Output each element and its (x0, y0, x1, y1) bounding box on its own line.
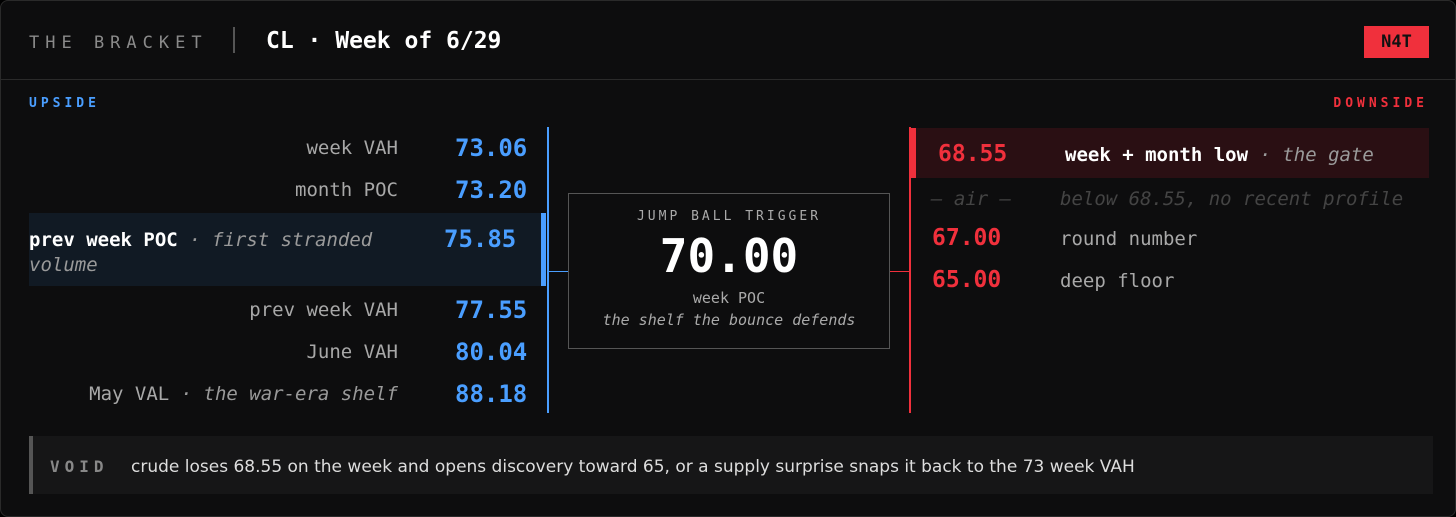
label-main: prev week POC (29, 229, 178, 251)
level-price: 68.55 (938, 141, 1008, 167)
badge: N4T (1364, 26, 1429, 58)
trigger-heading: JUMP BALL TRIGGER (636, 209, 822, 224)
level-label: prev week POC · first stranded volume (29, 228, 409, 278)
level-label: week + month low · the gate (1065, 144, 1374, 166)
level-label: month POC (295, 179, 398, 201)
upside-heading: UPSIDE (29, 96, 100, 111)
highlight-bar (909, 128, 916, 178)
highlight-row (909, 128, 1429, 178)
connector (548, 271, 568, 272)
label-note: · the gate (1259, 144, 1374, 166)
label-note: · first stranded volume (29, 229, 373, 276)
title: CL · Week of 6/29 (266, 28, 502, 54)
trigger-box (568, 193, 890, 349)
trigger-note: the shelf the bounce defends (602, 311, 856, 329)
label-note: · the war-era shelf (180, 383, 398, 405)
upside-rail (547, 127, 549, 413)
connector (890, 271, 910, 272)
void-box (29, 436, 1433, 494)
level-label: below 68.55, no recent profile (1060, 188, 1404, 210)
level-label: round number (1060, 228, 1198, 250)
trigger-price: 70.00 (659, 229, 799, 283)
level-label: June VAH (306, 341, 398, 363)
level-price: 80.04 (455, 338, 528, 366)
level-price: 77.55 (455, 296, 528, 324)
level-price: 73.20 (455, 176, 528, 204)
level-price: 67.00 (932, 225, 1002, 251)
brand: THE BRACKET (29, 33, 208, 53)
label-main: week + month low (1065, 144, 1249, 166)
level-price: 88.18 (455, 380, 528, 408)
divider (233, 27, 235, 53)
void-text: crude loses 68.55 on the week and opens … (131, 457, 1135, 477)
highlight-row (29, 213, 546, 286)
downside-heading: DOWNSIDE (1333, 96, 1428, 111)
level-price: 75.85 (444, 225, 517, 253)
downside-rail (909, 127, 911, 413)
level-label: week VAH (306, 137, 398, 159)
header-rule (1, 79, 1455, 80)
level-price: — air — (931, 188, 1012, 210)
void-label: VOID (50, 457, 109, 476)
level-price: 73.06 (455, 134, 528, 162)
highlight-bar (541, 213, 546, 286)
level-label: deep floor (1060, 270, 1175, 292)
level-label: May VAL · the war-era shelf (89, 383, 398, 405)
level-price: 65.00 (932, 267, 1002, 293)
trigger-label: week POC (692, 289, 766, 307)
level-label: prev week VAH (249, 299, 398, 321)
label-main: May VAL (89, 383, 170, 405)
